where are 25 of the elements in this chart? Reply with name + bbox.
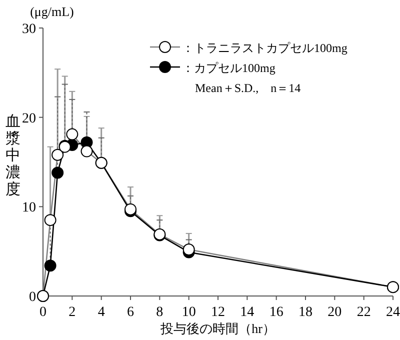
x-tick-label: 4 bbox=[98, 305, 105, 320]
x-tick-label: 8 bbox=[156, 305, 164, 320]
x-axis-title: 投与後の時間（hr） bbox=[160, 321, 276, 336]
y-tick-label: 0 bbox=[29, 290, 36, 305]
y-tick-label: 10 bbox=[22, 200, 36, 216]
x-tick-label: 14 bbox=[240, 305, 254, 320]
y-axis-title: 血漿中濃度 bbox=[6, 113, 20, 198]
x-tick-label: 12 bbox=[211, 305, 225, 320]
x-tick-label: 16 bbox=[269, 305, 284, 320]
x-tick-label: 22 bbox=[356, 305, 371, 320]
x-tick-label: 10 bbox=[182, 305, 196, 320]
y-tick-label: 30 bbox=[22, 22, 36, 37]
point bbox=[44, 260, 56, 272]
y-tick-label: 20 bbox=[22, 111, 36, 126]
x-tick-label: 24 bbox=[386, 305, 400, 320]
x-tick-label: 0 bbox=[40, 305, 46, 320]
text: (μg/mL) bbox=[30, 4, 74, 19]
annotation: Mean＋S.D., n＝14 bbox=[195, 81, 301, 95]
x-tick-label: 18 bbox=[298, 305, 312, 320]
x-tick-label: 20 bbox=[328, 305, 342, 320]
x-tick-label: 6 bbox=[127, 305, 134, 320]
x-tick-label: 2 bbox=[68, 305, 76, 320]
point bbox=[52, 166, 64, 179]
legend-label: ：カプセル100mg bbox=[182, 61, 276, 75]
legend-label: ：トラニラストカプセル100mg bbox=[182, 41, 348, 55]
